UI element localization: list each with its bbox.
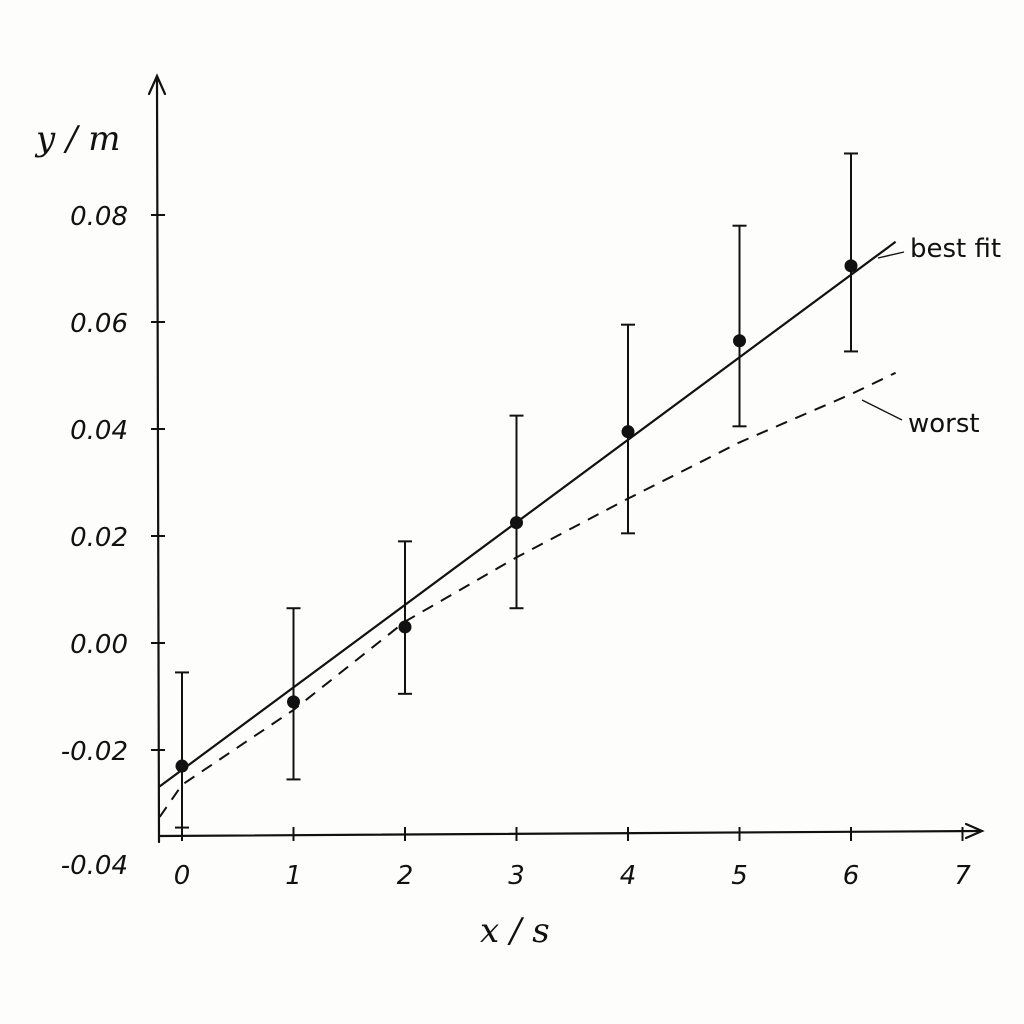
y-tick-label: 0.08: [70, 202, 128, 232]
x-axis-label: x / s: [480, 911, 550, 951]
y-tick-label: 0.04: [70, 416, 128, 446]
data-point: [510, 516, 523, 530]
data-point: [175, 759, 189, 773]
y-tick-label: 0.00: [70, 630, 128, 660]
data-points: [175, 259, 858, 773]
x-tick-label: 6: [843, 861, 860, 891]
x-tick-label: 4: [620, 861, 637, 891]
worst-fit-label: worst: [908, 409, 980, 439]
y-ticks: -0.04 -0.02 0.00 0.02 0.04 0.06 0.08: [61, 202, 165, 881]
best-fit-label: best fit: [910, 234, 1001, 264]
x-tick-label: 1: [285, 861, 302, 891]
best-fit-leader-line: [877, 251, 905, 259]
x-tick-label: 0: [174, 861, 191, 891]
y-tick-label: -0.04: [61, 851, 128, 881]
y-axis-label: y / m: [34, 119, 121, 159]
worst-fit-leader-line: [861, 399, 903, 421]
x-axis-arrow: [964, 822, 985, 840]
y-axis-arrow: [147, 73, 167, 96]
fit-lines: [158, 240, 897, 818]
x-tick-label: 7: [954, 861, 971, 891]
data-point: [398, 620, 412, 634]
axes: [147, 73, 985, 844]
y-axis-line: [155, 78, 161, 844]
y-tick-label: 0.02: [70, 523, 128, 553]
x-tick-label: 2: [397, 861, 414, 891]
x-tick-label: 5: [731, 861, 748, 891]
data-point: [621, 425, 635, 439]
data-point: [287, 695, 300, 709]
data-point: [844, 259, 858, 273]
x-ticks: 0 1 2 3 4 5 6 7: [174, 827, 971, 891]
x-axis-line: [157, 829, 982, 838]
x-tick-label: 3: [508, 861, 525, 891]
best-fit-line: [159, 240, 897, 788]
data-point: [733, 334, 746, 348]
worst-fit-line: [158, 371, 897, 818]
y-tick-label: -0.02: [61, 737, 128, 767]
error-bars: [175, 152, 858, 829]
y-tick-label: 0.06: [70, 309, 128, 339]
